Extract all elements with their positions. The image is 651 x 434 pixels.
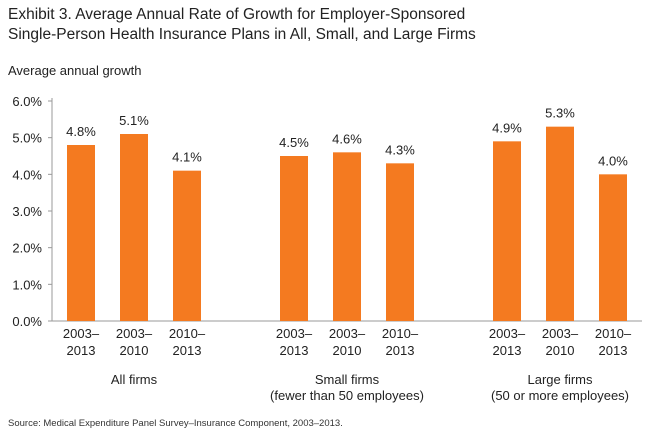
x-tick-label-line2: 2013 bbox=[173, 343, 202, 358]
bar-value-label: 4.6% bbox=[332, 131, 362, 146]
x-tick-label-line2: 2013 bbox=[280, 343, 309, 358]
x-tick-label-line1: 2003– bbox=[276, 326, 313, 341]
title-line-2: Single-Person Health Insurance Plans in … bbox=[8, 26, 476, 43]
bar-value-label: 5.1% bbox=[119, 113, 149, 128]
chart-title: Exhibit 3. Average Annual Rate of Growth… bbox=[8, 5, 643, 45]
bar bbox=[386, 163, 414, 321]
group-label: Large firms bbox=[527, 372, 593, 387]
bar bbox=[120, 134, 148, 321]
bar bbox=[67, 145, 95, 321]
title-line-1: Exhibit 3. Average Annual Rate of Growth… bbox=[8, 6, 466, 23]
bar-value-label: 4.8% bbox=[66, 124, 96, 139]
x-tick-label-line2: 2013 bbox=[493, 343, 522, 358]
x-tick-label-line1: 2003– bbox=[329, 326, 366, 341]
group-sublabel: (fewer than 50 employees) bbox=[270, 388, 424, 403]
group-label: All firms bbox=[111, 372, 158, 387]
x-tick-label-line1: 2003– bbox=[63, 326, 100, 341]
bar-value-label: 4.1% bbox=[172, 150, 202, 165]
y-axis-label: Average annual growth bbox=[8, 63, 142, 78]
bar-value-label: 4.3% bbox=[385, 142, 415, 157]
x-tick-label-line1: 2010– bbox=[595, 326, 632, 341]
x-tick-label-line1: 2003– bbox=[542, 326, 579, 341]
x-tick-label-line1: 2010– bbox=[382, 326, 419, 341]
x-tick-label-line1: 2003– bbox=[489, 326, 526, 341]
bar-value-label: 5.3% bbox=[545, 106, 575, 121]
bar bbox=[493, 141, 521, 321]
bar bbox=[173, 170, 201, 321]
y-tick-label: 0.0% bbox=[12, 314, 42, 329]
x-tick-label-line2: 2013 bbox=[599, 343, 628, 358]
y-tick-label: 4.0% bbox=[12, 167, 42, 182]
source-note: Source: Medical Expenditure Panel Survey… bbox=[8, 418, 343, 429]
x-tick-label-line2: 2013 bbox=[67, 343, 96, 358]
y-tick-label: 2.0% bbox=[12, 241, 42, 256]
x-tick-label-line2: 2010 bbox=[333, 343, 362, 358]
x-tick-label-line2: 2010 bbox=[546, 343, 575, 358]
bar-value-label: 4.9% bbox=[492, 120, 522, 135]
bar bbox=[599, 174, 627, 321]
x-tick-label-line2: 2013 bbox=[386, 343, 415, 358]
y-tick-label: 1.0% bbox=[12, 277, 42, 292]
y-tick-label: 5.0% bbox=[12, 131, 42, 146]
x-tick-label-line1: 2010– bbox=[169, 326, 206, 341]
group-label: Small firms bbox=[315, 372, 380, 387]
x-tick-label-line1: 2003– bbox=[116, 326, 153, 341]
y-tick-label: 3.0% bbox=[12, 204, 42, 219]
bar-value-label: 4.5% bbox=[279, 135, 309, 150]
y-tick-label: 6.0% bbox=[12, 94, 42, 109]
group-sublabel: (50 or more employees) bbox=[491, 388, 629, 403]
bar bbox=[333, 152, 361, 321]
x-tick-label-line2: 2010 bbox=[120, 343, 149, 358]
bar bbox=[280, 156, 308, 321]
bar-value-label: 4.0% bbox=[598, 153, 628, 168]
bar bbox=[546, 126, 574, 322]
